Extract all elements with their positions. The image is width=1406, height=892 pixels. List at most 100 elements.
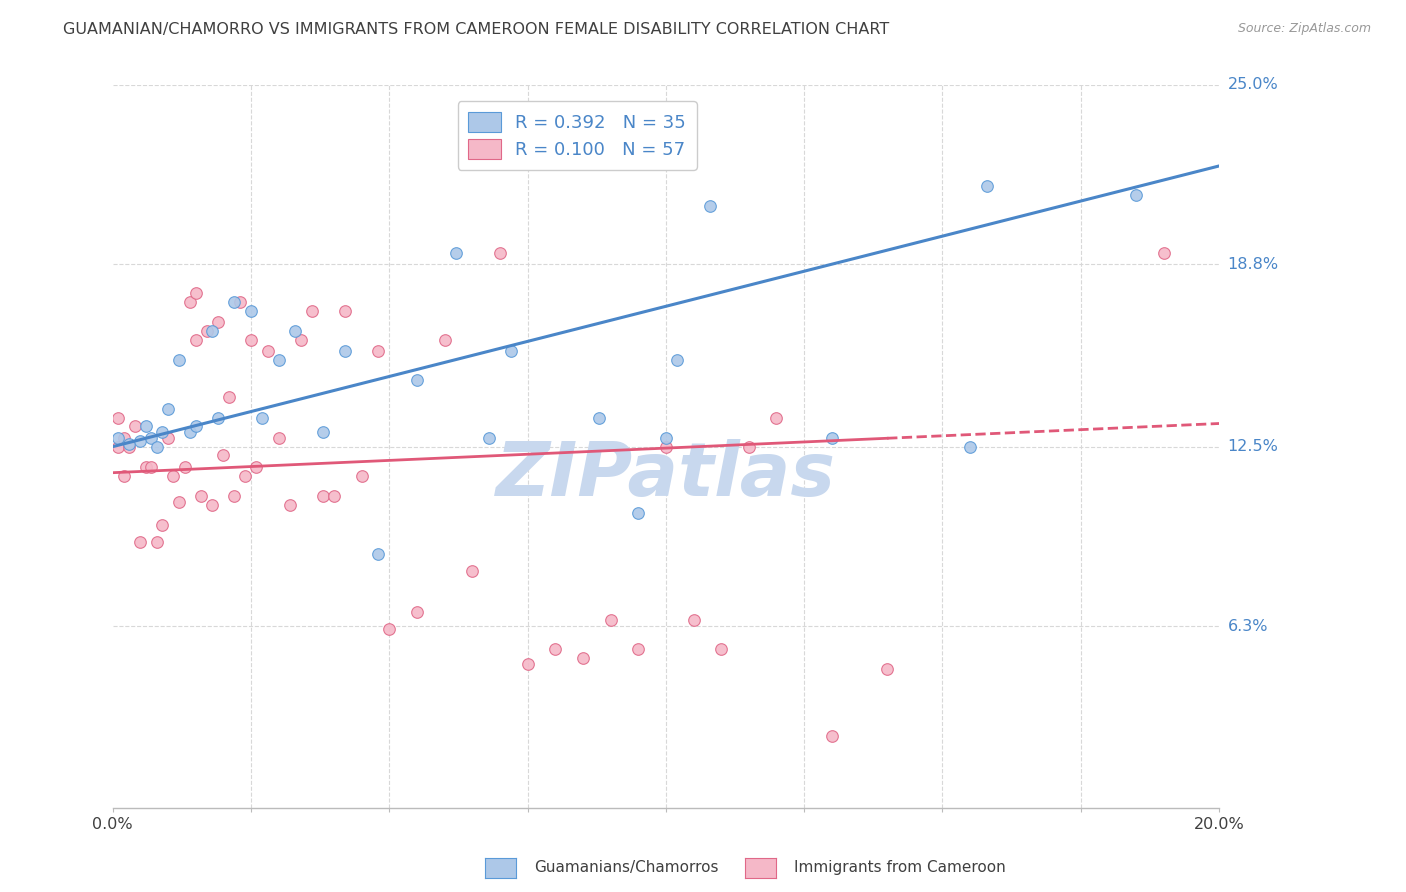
Point [655, 431, 678, 445]
Legend: R = 0.392   N = 35, R = 0.100   N = 57: R = 0.392 N = 35, R = 0.100 N = 57 [458, 101, 697, 169]
Text: Source: ZipAtlas.com: Source: ZipAtlas.com [1237, 22, 1371, 36]
Point [184, 419, 207, 434]
Point [489, 245, 512, 260]
Point [682, 613, 704, 627]
Point [655, 440, 678, 454]
Point [118, 440, 141, 454]
Text: Immigrants from Cameroon: Immigrants from Cameroon [794, 860, 1007, 874]
Text: 12.5%: 12.5% [1227, 439, 1278, 454]
Point [876, 663, 898, 677]
Point [301, 303, 323, 318]
Point [350, 468, 373, 483]
Point [333, 303, 356, 318]
Point [627, 642, 650, 657]
Point [699, 199, 721, 213]
Point [239, 333, 262, 347]
Point [124, 419, 146, 434]
Point [201, 324, 224, 338]
Point [179, 425, 201, 440]
Point [710, 642, 733, 657]
Point [378, 622, 401, 636]
Point [278, 498, 301, 512]
Point [218, 391, 240, 405]
Point [267, 431, 290, 445]
Point [367, 344, 389, 359]
Point [665, 352, 688, 367]
Point [572, 651, 595, 665]
Point [323, 489, 346, 503]
Point [229, 295, 252, 310]
Text: GUAMANIAN/CHAMORRO VS IMMIGRANTS FROM CAMEROON FEMALE DISABILITY CORRELATION CHA: GUAMANIAN/CHAMORRO VS IMMIGRANTS FROM CA… [63, 22, 890, 37]
Point [544, 642, 567, 657]
Point [156, 402, 179, 417]
Point [135, 459, 157, 474]
Point [207, 315, 229, 329]
Point [239, 303, 262, 318]
Point [235, 468, 257, 483]
Point [156, 431, 179, 445]
Point [152, 425, 174, 440]
Point [195, 324, 218, 338]
Point [118, 436, 141, 450]
Point [312, 425, 335, 440]
Point [167, 494, 190, 508]
Point [212, 448, 235, 462]
Point [516, 657, 538, 671]
Point [107, 440, 129, 454]
Point [256, 344, 278, 359]
Point [738, 440, 761, 454]
Point [129, 535, 152, 549]
Point [290, 333, 312, 347]
Point [1153, 245, 1175, 260]
Point [406, 373, 429, 387]
Point [146, 440, 169, 454]
Point [478, 431, 501, 445]
Point [499, 344, 522, 359]
Point [765, 410, 787, 425]
Point [179, 295, 201, 310]
Point [821, 431, 844, 445]
Point [224, 295, 246, 310]
Text: 6.3%: 6.3% [1227, 618, 1268, 633]
Point [112, 468, 135, 483]
Point [444, 245, 467, 260]
Point [190, 489, 212, 503]
Point [406, 605, 429, 619]
Point [167, 352, 190, 367]
Point [141, 431, 163, 445]
Point [312, 489, 335, 503]
Point [146, 535, 169, 549]
Point [959, 440, 981, 454]
Text: ZIPatlas: ZIPatlas [496, 439, 835, 512]
Point [821, 729, 844, 743]
Point [572, 112, 595, 127]
Point [267, 352, 290, 367]
Point [201, 498, 224, 512]
Point [461, 564, 484, 578]
Point [224, 489, 246, 503]
Point [173, 459, 195, 474]
Point [162, 468, 184, 483]
Point [245, 459, 267, 474]
Point [107, 431, 129, 445]
Point [135, 419, 157, 434]
Point [250, 410, 273, 425]
Text: Guamanians/Chamorros: Guamanians/Chamorros [534, 860, 718, 874]
Point [588, 410, 610, 425]
Point [1125, 187, 1147, 202]
Point [112, 431, 135, 445]
Point [333, 344, 356, 359]
Point [141, 459, 163, 474]
Point [152, 517, 174, 532]
Point [184, 286, 207, 301]
Text: 25.0%: 25.0% [1227, 78, 1278, 93]
Point [107, 410, 129, 425]
Point [129, 434, 152, 448]
Point [207, 410, 229, 425]
Text: 18.8%: 18.8% [1227, 257, 1278, 272]
Point [976, 179, 998, 194]
Point [284, 324, 307, 338]
Point [433, 333, 456, 347]
Point [184, 333, 207, 347]
Point [599, 613, 621, 627]
